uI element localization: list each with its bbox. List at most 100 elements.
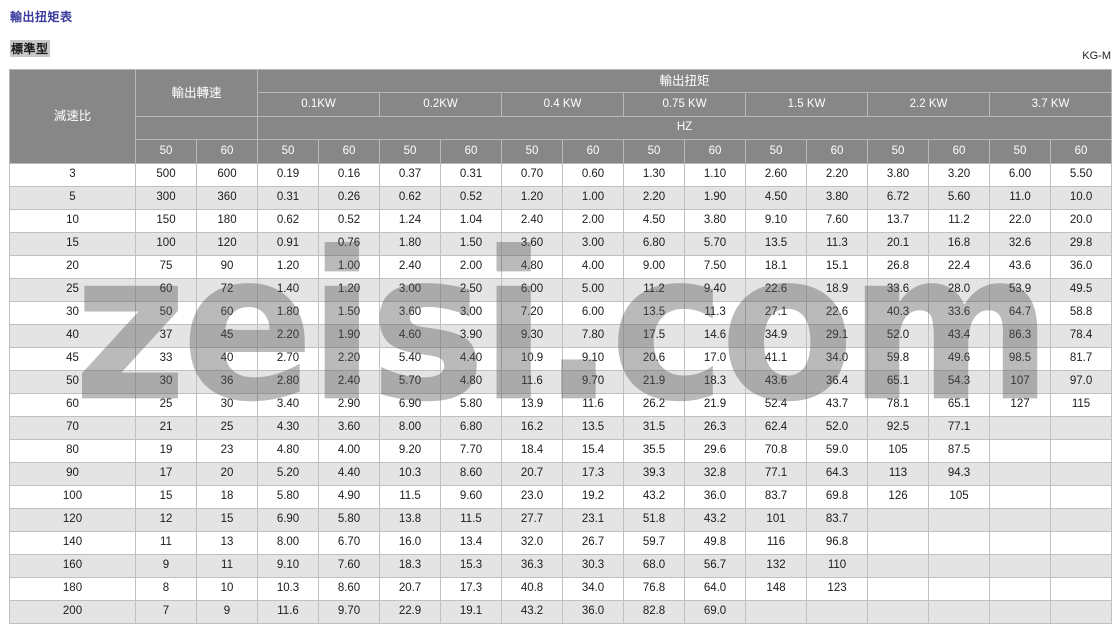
cell-value: 43.2 bbox=[623, 485, 686, 509]
cell-value: 18.9 bbox=[806, 278, 869, 302]
cell-value: 5.70 bbox=[379, 370, 442, 394]
cell-value: 113 bbox=[867, 462, 930, 486]
cell-value: 23.0 bbox=[501, 485, 564, 509]
cell-value: 72 bbox=[195, 278, 259, 302]
cell-value: 3.80 bbox=[867, 163, 930, 187]
cell-value: 5.80 bbox=[257, 485, 320, 509]
cell-value: 18.3 bbox=[379, 554, 442, 578]
cell-value: 70.8 bbox=[745, 439, 808, 463]
cell-value: 15.4 bbox=[562, 439, 625, 463]
header-power-6: 3.7 KW bbox=[989, 92, 1113, 117]
cell-value: 58.8 bbox=[1050, 301, 1113, 325]
cell-value: 11.6 bbox=[501, 370, 564, 394]
cell-value: 43.6 bbox=[989, 255, 1052, 279]
cell-value: 43.2 bbox=[684, 508, 747, 532]
cell-value: 105 bbox=[867, 439, 930, 463]
cell-value: 1.24 bbox=[379, 209, 442, 233]
cell-value: 2.40 bbox=[318, 370, 381, 394]
cell-value: 6.00 bbox=[562, 301, 625, 325]
cell-value: 50 bbox=[135, 301, 197, 325]
cell-value: 15 bbox=[195, 508, 259, 532]
cell-value: 2.20 bbox=[623, 186, 686, 210]
header-row-4: 50 60 50 60 50 60 50 60 50 60 50 60 50 60 50 60 bbox=[10, 139, 1113, 164]
cell-value: 6.80 bbox=[440, 416, 503, 440]
cell-value: 41.1 bbox=[745, 347, 808, 371]
cell-ratio: 60 bbox=[9, 393, 136, 417]
cell-value: 5.50 bbox=[1050, 163, 1113, 187]
cell-value: 11.5 bbox=[440, 508, 503, 532]
cell-value: 65.1 bbox=[928, 393, 991, 417]
cell-value: 36 bbox=[195, 370, 259, 394]
cell-value: 2.60 bbox=[745, 163, 808, 187]
header-hz-3-60: 60 bbox=[562, 139, 625, 164]
cell-ratio: 90 bbox=[9, 462, 136, 486]
cell-value: 127 bbox=[989, 393, 1052, 417]
cell-value: 49.6 bbox=[928, 347, 991, 371]
cell-value: 16.0 bbox=[379, 531, 442, 555]
cell-value: 4.60 bbox=[379, 324, 442, 348]
cell-value: 1.30 bbox=[623, 163, 686, 187]
cell-value: 49.8 bbox=[684, 531, 747, 555]
table-row: 70 21 25 4.30 3.60 8.00 6.80 16.2 13.5 31.5 26.3 62… bbox=[9, 416, 1113, 440]
cell-value: 101 bbox=[745, 508, 808, 532]
cell-value: 92.5 bbox=[867, 416, 930, 440]
cell-value: 2.40 bbox=[501, 209, 564, 233]
cell-value bbox=[928, 577, 991, 601]
cell-value: 3.40 bbox=[257, 393, 320, 417]
cell-value: 3.60 bbox=[501, 232, 564, 256]
cell-value: 115 bbox=[1050, 393, 1113, 417]
cell-value: 18 bbox=[195, 485, 259, 509]
cell-value: 9.30 bbox=[501, 324, 564, 348]
cell-value bbox=[867, 508, 930, 532]
cell-value bbox=[989, 416, 1052, 440]
cell-value: 12 bbox=[135, 508, 197, 532]
cell-value: 6.80 bbox=[623, 232, 686, 256]
cell-value: 43.4 bbox=[928, 324, 991, 348]
cell-value: 180 bbox=[195, 209, 259, 233]
cell-ratio: 30 bbox=[9, 301, 136, 325]
page-subtitle: 標準型 bbox=[10, 40, 50, 57]
cell-value: 1.20 bbox=[257, 255, 320, 279]
cell-value: 21.9 bbox=[623, 370, 686, 394]
cell-value: 51.8 bbox=[623, 508, 686, 532]
cell-value: 5.40 bbox=[379, 347, 442, 371]
cell-value: 9.10 bbox=[562, 347, 625, 371]
cell-value: 0.60 bbox=[562, 163, 625, 187]
cell-value: 11.3 bbox=[684, 301, 747, 325]
header-hz-7-50: 50 bbox=[989, 139, 1052, 164]
cell-value: 13.5 bbox=[623, 301, 686, 325]
table-body: 3 500 600 0.19 0.16 0.37 0.31 0.70 0.60 1.30 1.10 2… bbox=[9, 163, 1113, 624]
cell-value: 98.5 bbox=[989, 347, 1052, 371]
cell-value bbox=[989, 462, 1052, 486]
cell-value: 11.6 bbox=[257, 600, 320, 624]
cell-value: 4.30 bbox=[257, 416, 320, 440]
header-power-4: 1.5 KW bbox=[745, 92, 869, 117]
cell-value: 20.7 bbox=[379, 577, 442, 601]
cell-value: 77.1 bbox=[928, 416, 991, 440]
cell-value bbox=[989, 554, 1052, 578]
cell-value: 116 bbox=[745, 531, 808, 555]
cell-value: 32.8 bbox=[684, 462, 747, 486]
cell-value: 59.7 bbox=[623, 531, 686, 555]
cell-value: 8.60 bbox=[440, 462, 503, 486]
cell-value: 7.50 bbox=[684, 255, 747, 279]
cell-value: 18.1 bbox=[745, 255, 808, 279]
header-hz-4-60: 60 bbox=[684, 139, 747, 164]
cell-value: 52.4 bbox=[745, 393, 808, 417]
cell-value: 17.5 bbox=[623, 324, 686, 348]
cell-ratio: 120 bbox=[9, 508, 136, 532]
header-hz: HZ bbox=[257, 116, 1113, 140]
cell-value: 60 bbox=[195, 301, 259, 325]
cell-value: 0.31 bbox=[257, 186, 320, 210]
cell-value: 13 bbox=[195, 531, 259, 555]
cell-value: 23 bbox=[195, 439, 259, 463]
header-hz-0-50: 50 bbox=[135, 139, 197, 164]
cell-value: 7.80 bbox=[562, 324, 625, 348]
cell-value: 11.0 bbox=[989, 186, 1052, 210]
cell-value: 10.3 bbox=[379, 462, 442, 486]
cell-ratio: 100 bbox=[9, 485, 136, 509]
output-torque-table: 減速比 輸出轉速 輸出扭矩 0.1KW 0.2KW 0.4 KW 0.75 KW… bbox=[9, 69, 1113, 624]
cell-value: 30.3 bbox=[562, 554, 625, 578]
cell-value: 0.70 bbox=[501, 163, 564, 187]
